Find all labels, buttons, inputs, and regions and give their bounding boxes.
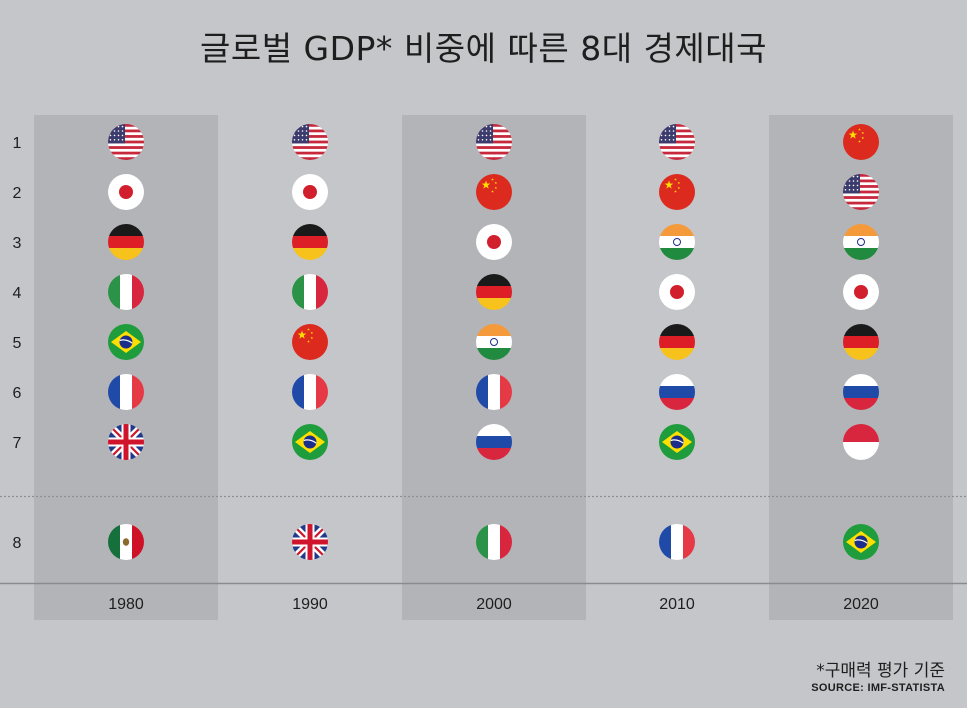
rank-label: 7 (13, 435, 22, 452)
japan-flag-icon (108, 174, 144, 210)
usa-flag-icon (843, 174, 879, 210)
brazil-flag-icon (108, 324, 144, 360)
japan-flag-icon (843, 274, 879, 310)
usa-flag-icon (292, 124, 328, 160)
rank-label: 5 (13, 335, 22, 352)
uk-flag-icon (108, 424, 144, 460)
rank-label: 1 (13, 135, 22, 152)
rank-label: 6 (13, 385, 22, 402)
year-label: 1980 (108, 596, 144, 613)
brazil-flag-icon (292, 424, 328, 460)
japan-flag-icon (292, 174, 328, 210)
year-label: 1990 (292, 596, 328, 613)
france-flag-icon (292, 374, 328, 410)
brazil-flag-icon (843, 524, 879, 560)
italy-flag-icon (292, 274, 328, 310)
china-flag-icon (659, 174, 695, 210)
usa-flag-icon (476, 124, 512, 160)
usa-flag-icon (659, 124, 695, 160)
japan-flag-icon (476, 224, 512, 260)
source-note: SOURCE: IMF-STATISTA (811, 682, 945, 694)
chart-title: 글로벌 GDP* 비중에 따른 8대 경제대국 (199, 29, 767, 68)
usa-flag-icon (108, 124, 144, 160)
rank-label: 4 (13, 285, 22, 302)
russia-flag-icon (659, 374, 695, 410)
china-flag-icon (292, 324, 328, 360)
china-flag-icon (476, 174, 512, 210)
footnote: *구매력 평가 기준 (816, 661, 945, 681)
rank-label: 3 (13, 235, 22, 252)
year-label: 2010 (659, 596, 695, 613)
india-flag-icon (659, 224, 695, 260)
rank-label: 8 (13, 535, 22, 552)
year-label: 2000 (476, 596, 512, 613)
china-flag-icon (843, 124, 879, 160)
uk-flag-icon (292, 524, 328, 560)
ranking-chart: 1 2 3 4 5 6 7 8 1980 1990 2000 2010 2020 (0, 115, 967, 620)
rank-label: 2 (13, 185, 22, 202)
brazil-flag-icon (659, 424, 695, 460)
year-label: 2020 (843, 596, 879, 613)
germany-flag-icon (659, 324, 695, 360)
france-flag-icon (659, 524, 695, 560)
germany-flag-icon (292, 224, 328, 260)
japan-flag-icon (659, 274, 695, 310)
